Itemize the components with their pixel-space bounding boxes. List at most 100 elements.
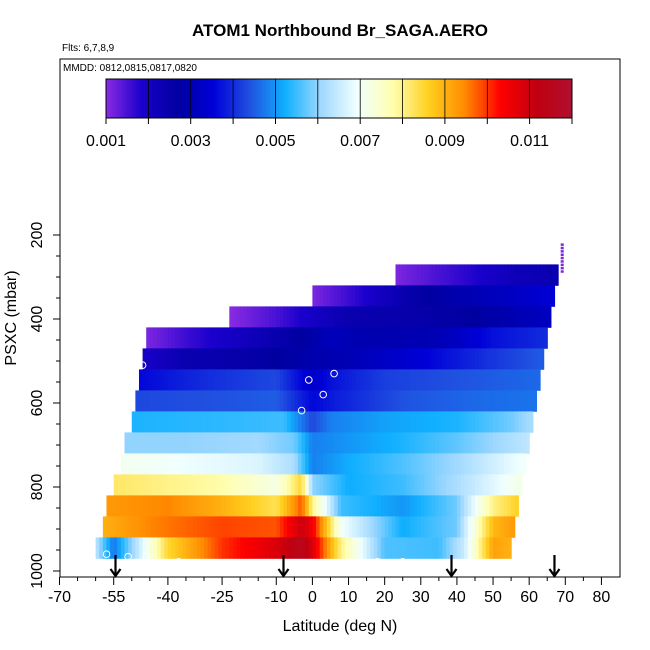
heatmap-cell [319,306,324,328]
heatmap-layer [113,474,523,496]
heatmap-cell [446,264,451,286]
heatmap-cell [319,390,324,412]
heatmap-cell [305,495,310,517]
colorbar-swatch [550,79,554,118]
heatmap-cell [446,348,451,370]
heatmap-cell [200,390,205,412]
heatmap-cell [471,264,476,286]
heatmap-cell [366,453,371,475]
heatmap-cell [431,348,436,370]
heatmap-cell [406,264,411,286]
heatmap-cell [417,348,422,370]
heatmap-cell [464,306,469,328]
colorbar-swatch [402,79,406,118]
heatmap-cell [446,537,451,559]
heatmap-cell [420,411,425,433]
heatmap-cell [269,432,274,454]
heatmap-cell [518,306,523,328]
heatmap-cell [312,369,317,391]
heatmap-cell [417,432,422,454]
heatmap-cell [435,432,440,454]
heatmap-cell [222,411,227,433]
heatmap-cell [536,285,541,307]
heatmap-cell [204,516,209,538]
heatmap-cell [261,516,267,538]
heatmap-cell [222,516,227,538]
heatmap-cell [348,285,353,307]
colorbar-swatch [146,79,149,118]
heatmap-cell [236,495,241,517]
heatmap-cell [446,306,451,328]
colorbar-swatch [165,79,168,118]
colorbar-swatch [434,79,437,118]
colorbar-swatch [394,79,397,118]
heatmap-cell [344,411,350,433]
heatmap-cell [178,474,183,496]
heatmap-layer [312,285,556,307]
colorbar-swatch [169,79,173,118]
heatmap-cell [377,348,382,370]
heatmap-cell [456,432,462,454]
heatmap-cell [449,306,454,328]
heatmap-cell [297,516,303,538]
heatmap-cell [319,285,324,307]
colorbar-swatch [171,79,175,118]
heatmap-cell [482,516,487,538]
heatmap-cell [442,453,447,475]
heatmap-cell [478,390,483,412]
chart-title: ATOM1 Northbound Br_SAGA.AERO [192,21,488,40]
heatmap-cell [485,264,491,286]
heatmap-cell [247,453,252,475]
heatmap-cell [489,285,494,307]
heatmap-cell [229,390,234,412]
heatmap-cell [232,327,238,349]
colorbar-swatch [483,79,486,118]
colorbar-swatch [220,79,223,118]
heatmap-cell [211,390,216,412]
heatmap-cell [362,327,368,349]
heatmap-cell [250,348,256,370]
heatmap-cell [149,327,155,349]
heatmap-cell [323,327,328,349]
colorbar-swatch [533,79,537,118]
heatmap-cell [464,390,469,412]
colorbar-swatch [286,79,289,118]
heatmap-cell [157,432,162,454]
heatmap-cell [359,348,364,370]
heatmap-cell [395,432,400,454]
heatmap-cell [290,537,295,559]
heatmap-cell [272,453,277,475]
heatmap-cell [482,369,487,391]
heatmap-cell [254,369,259,391]
colorbar-swatch [194,79,198,118]
heatmap-cell [503,390,509,412]
heatmap-cell [222,369,227,391]
sample-marker [373,558,382,566]
heatmap-cell [381,474,386,496]
heatmap-cell [117,495,122,517]
heatmap-cell [511,411,516,433]
heatmap-cell [344,390,350,412]
heatmap-cell [381,537,386,559]
flight-arrow [277,555,290,578]
heatmap-cell [453,369,458,391]
heatmap-cell [171,390,176,412]
colorbar-swatch [190,79,194,118]
heatmap-cell [366,495,371,517]
heatmap-cell [424,306,429,328]
heatmap-cell [446,474,451,496]
heatmap-cell [366,390,371,412]
heatmap-cell [388,306,393,328]
heatmap-cell [388,348,393,370]
heatmap-cell [529,264,534,286]
colorbar-swatch [120,79,124,118]
upper-trace-segment [560,263,564,267]
sample-marker [398,558,407,566]
heatmap-cell [435,285,440,307]
heatmap-cell [279,306,285,328]
heatmap-cell [247,537,252,559]
heatmap-cell [489,411,494,433]
colorbar-swatch [332,79,336,118]
heatmap-cell [377,306,382,328]
heatmap-cell [496,474,501,496]
